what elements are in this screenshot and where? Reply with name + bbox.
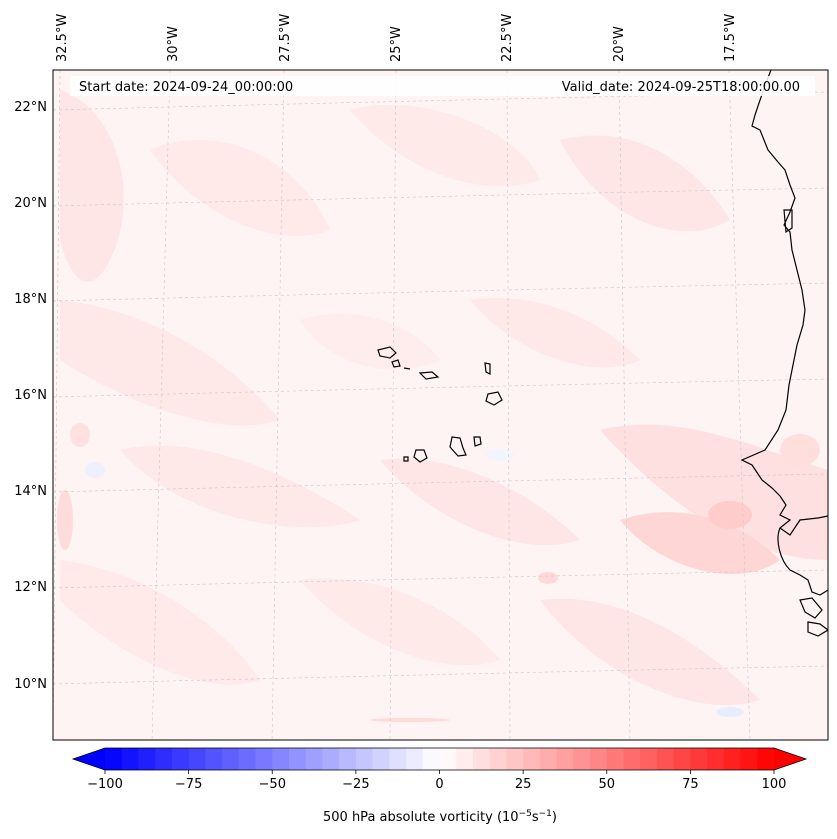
lon-label-30w: 30°W: [166, 26, 181, 62]
colorbar-segment: [121, 748, 139, 770]
colorbar-segment: [238, 748, 256, 770]
colorbar-segment: [339, 748, 357, 770]
colorbar-segment: [539, 748, 557, 770]
colorbar-tick-label: 50: [598, 777, 615, 792]
colorbar-segment: [673, 748, 691, 770]
colorbar-low-extend-arrow: [73, 748, 105, 770]
lat-label-14n: 14°N: [14, 484, 47, 499]
date-label-box: [70, 76, 815, 96]
colorbar-segment: [188, 748, 206, 770]
colorbar-segment: [422, 748, 440, 770]
colorbar-segment: [288, 748, 307, 770]
colorbar-label: 500 hPa absolute vorticity (10−5s−1): [323, 809, 557, 825]
colorbar-segment: [372, 748, 390, 770]
lat-label-20n: 20°N: [14, 196, 47, 211]
colorbar-segment: [355, 748, 374, 770]
colorbar-segment: [406, 748, 424, 770]
lat-label-10n: 10°N: [14, 677, 47, 692]
colorbar-segment: [690, 748, 708, 770]
colorbar-ticks: −100 −75 −50 −25 0 25 50 75 100: [87, 770, 786, 792]
colorbar-segment: [105, 748, 123, 770]
colorbar-tick-label: −75: [175, 777, 202, 792]
colorbar-segment: [623, 748, 641, 770]
lon-label-27-5w: 27.5°W: [278, 14, 293, 62]
colorbar-tick-label: 0: [435, 777, 443, 792]
colorbar-tick-label: 25: [515, 777, 532, 792]
colorbar-segment: [439, 748, 457, 770]
colorbar-segment: [523, 748, 541, 770]
colorbar-segment: [757, 748, 775, 770]
colorbar-segments: [105, 748, 775, 770]
colorbar-segment: [305, 748, 323, 770]
colorbar-segment: [222, 748, 240, 770]
lon-label-17-5w: 17.5°W: [723, 14, 738, 62]
colorbar-segment: [138, 748, 156, 770]
map-frame: [52, 69, 829, 741]
colorbar-segment: [606, 748, 624, 770]
colorbar-segment: [389, 748, 407, 770]
colorbar-tick-label: −100: [87, 777, 123, 792]
colorbar-segment: [723, 748, 741, 770]
colorbar-segment: [740, 748, 758, 770]
colorbar-segment: [205, 748, 223, 770]
valid-date-label: Valid_date: 2024-09-25T18:00:00.00: [562, 80, 800, 95]
colorbar-segment: [255, 748, 273, 770]
cape-verde-islands: [377, 346, 503, 463]
colorbar-segment: [472, 748, 491, 770]
colorbar-segment: [322, 748, 340, 770]
colorbar-segment: [656, 748, 675, 770]
lon-label-25w: 25°W: [389, 26, 404, 62]
vorticity-shading: [57, 90, 828, 722]
lon-label-20w: 20°W: [612, 26, 627, 62]
lat-label-16n: 16°N: [14, 388, 47, 403]
colorbar-segment: [456, 748, 474, 770]
colorbar-segment: [506, 748, 524, 770]
lat-label-22n: 22°N: [14, 100, 47, 115]
colorbar-tick-label: 100: [762, 777, 787, 792]
colorbar-tick-label: −50: [259, 777, 286, 792]
colorbar-tick-label: 75: [682, 777, 699, 792]
colorbar: −100 −75 −50 −25 0 25 50 75 100 500 hPa absolute…: [71, 747, 808, 825]
colorbar-segment: [272, 748, 290, 770]
colorbar-segment: [155, 748, 173, 770]
colorbar-segment: [640, 748, 658, 770]
start-date-label: Start date: 2024-09-24_00:00:00: [79, 80, 293, 95]
colorbar-segment: [573, 748, 591, 770]
colorbar-segment: [171, 748, 190, 770]
colorbar-tick-label: −25: [342, 777, 369, 792]
lat-label-18n: 18°N: [14, 292, 47, 307]
coastline: [740, 70, 828, 637]
lon-label-22-5w: 22.5°W: [500, 14, 515, 62]
lon-label-32-5w: 32.5°W: [55, 14, 70, 62]
colorbar-segment: [489, 748, 507, 770]
latitude-labels: 22°N 20°N 18°N 16°N 14°N 12°N 10°N: [14, 100, 47, 692]
colorbar-segment: [707, 748, 725, 770]
graticule: [53, 70, 828, 740]
colorbar-segment: [590, 748, 608, 770]
colorbar-segment: [556, 748, 574, 770]
lat-label-12n: 12°N: [14, 580, 47, 595]
colorbar-high-extend-arrow: [774, 748, 806, 770]
longitude-labels: 32.5°W 30°W 27.5°W 25°W 22.5°W 20°W 17.5…: [55, 14, 738, 62]
